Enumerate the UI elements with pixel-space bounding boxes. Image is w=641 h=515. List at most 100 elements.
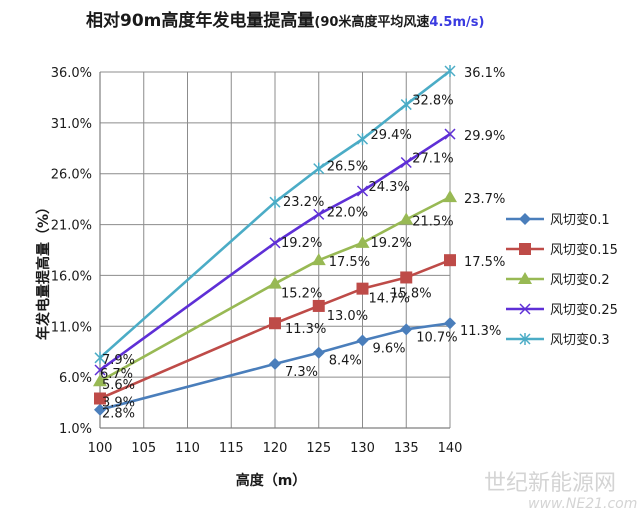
x-axis-title: 高度（m） [236, 472, 307, 489]
data-label: 24.3% [369, 180, 410, 195]
data-point-4 [400, 98, 412, 111]
data-label: 29.9% [464, 129, 505, 144]
data-point-1 [312, 299, 325, 312]
data-label: 5.6% [102, 378, 135, 393]
data-label: 32.8% [412, 94, 453, 109]
legend-label: 风切变0.15 [550, 242, 618, 258]
legend-item: 风切变0.2 [506, 272, 610, 288]
x-tick-label: 135 [394, 441, 419, 456]
legend-item: 风切变0.1 [506, 212, 610, 228]
x-tick-label: 130 [350, 441, 375, 456]
data-point-3 [356, 185, 369, 197]
x-tick-label: 105 [131, 441, 156, 456]
legend-marker [519, 213, 531, 225]
chart-subtitle: (90米高度平均风速 [314, 14, 429, 30]
data-point-0 [356, 334, 369, 347]
data-point-4 [269, 196, 281, 209]
legend-marker [518, 272, 532, 284]
data-point-2 [399, 212, 414, 225]
legend-label: 风切变0.25 [550, 302, 618, 318]
data-point-2 [311, 253, 326, 266]
y-tick-label: 21.0% [51, 219, 92, 234]
data-label: 14.7% [369, 292, 410, 307]
data-point-2 [93, 374, 107, 387]
x-tick-label: 110 [175, 441, 200, 456]
data-label: 11.3% [460, 324, 501, 339]
data-point-4 [356, 133, 369, 146]
data-point-0 [312, 346, 325, 359]
y-tick-label: 26.0% [51, 168, 92, 183]
data-point-3 [444, 128, 456, 140]
data-point-1 [400, 271, 413, 284]
data-label: 9.6% [373, 342, 406, 357]
y-axis-title: 年发电量提高量（%） [35, 200, 52, 340]
data-point-0 [269, 357, 281, 370]
x-tick-label: 140 [438, 441, 463, 456]
data-label: 19.2% [371, 236, 412, 251]
data-label: 27.1% [412, 152, 453, 167]
legend-marker [519, 333, 531, 345]
data-label: 8.4% [329, 354, 362, 369]
y-tick-label: 16.0% [51, 269, 92, 284]
data-point-2 [268, 276, 282, 289]
watermark-url: www.NE21.com [528, 496, 637, 512]
data-label: 36.1% [464, 66, 505, 81]
data-label: 29.4% [371, 128, 412, 143]
data-point-3 [400, 156, 412, 169]
x-tick-label: 125 [306, 441, 331, 456]
watermark-name: 世纪新能源网 [484, 471, 616, 496]
y-tick-label: 36.0% [51, 66, 92, 81]
series-line-4 [99, 69, 451, 359]
data-label: 22.0% [327, 205, 368, 220]
data-label: 17.5% [329, 255, 370, 270]
data-label: 13.0% [327, 309, 368, 324]
data-point-1 [444, 254, 456, 267]
data-point-3 [94, 364, 106, 376]
chart-subtitle-accent: 4.5m/s) [429, 15, 484, 30]
data-label: 2.8% [102, 407, 135, 422]
data-point-4 [94, 351, 106, 364]
data-label: 11.3% [285, 322, 326, 337]
y-tick-label: 31.0% [51, 117, 92, 132]
data-point-1 [356, 282, 369, 295]
data-point-1 [269, 317, 281, 330]
y-tick-label: 1.0% [59, 422, 92, 437]
x-tick-label: 100 [88, 441, 113, 456]
data-label: 10.7% [416, 330, 457, 345]
data-label: 21.5% [412, 214, 453, 229]
legend-item: 风切变0.15 [506, 242, 618, 258]
legend-label: 风切变0.3 [550, 332, 610, 348]
data-point-4 [313, 162, 325, 175]
series-line-2 [99, 195, 451, 383]
series-line-0 [99, 321, 451, 411]
legend-marker [519, 243, 531, 255]
legend-label: 风切变0.2 [550, 272, 610, 288]
data-label: 23.2% [283, 195, 324, 210]
series-line-1 [99, 258, 451, 400]
series-line-3 [99, 132, 451, 372]
data-label: 15.2% [281, 287, 322, 302]
data-point-2 [355, 235, 370, 248]
data-point-4 [444, 64, 456, 77]
legend-item: 风切变0.25 [506, 302, 618, 318]
x-tick-label: 115 [219, 441, 244, 456]
legend-item: 风切变0.3 [506, 332, 610, 348]
data-label: 15.8% [390, 286, 431, 301]
chart-title-main: 相对90m高度年发电量提高量 [86, 10, 314, 31]
data-point-0 [400, 323, 413, 336]
x-tick-label: 120 [263, 441, 288, 456]
chart-title: 相对90m高度年发电量提高量(90米高度平均风速4.5m/s) [86, 10, 484, 31]
data-point-3 [269, 237, 281, 249]
data-point-0 [94, 403, 106, 416]
y-tick-label: 11.0% [51, 320, 92, 335]
data-label: 19.2% [281, 236, 322, 251]
data-point-1 [94, 392, 106, 405]
data-label: 7.9% [102, 353, 135, 368]
data-label: 23.7% [464, 192, 505, 207]
y-tick-label: 6.0% [59, 371, 92, 386]
data-label: 17.5% [464, 255, 505, 270]
data-point-2 [443, 190, 457, 203]
data-label: 7.3% [285, 365, 318, 380]
data-label: 6.7% [100, 367, 133, 382]
